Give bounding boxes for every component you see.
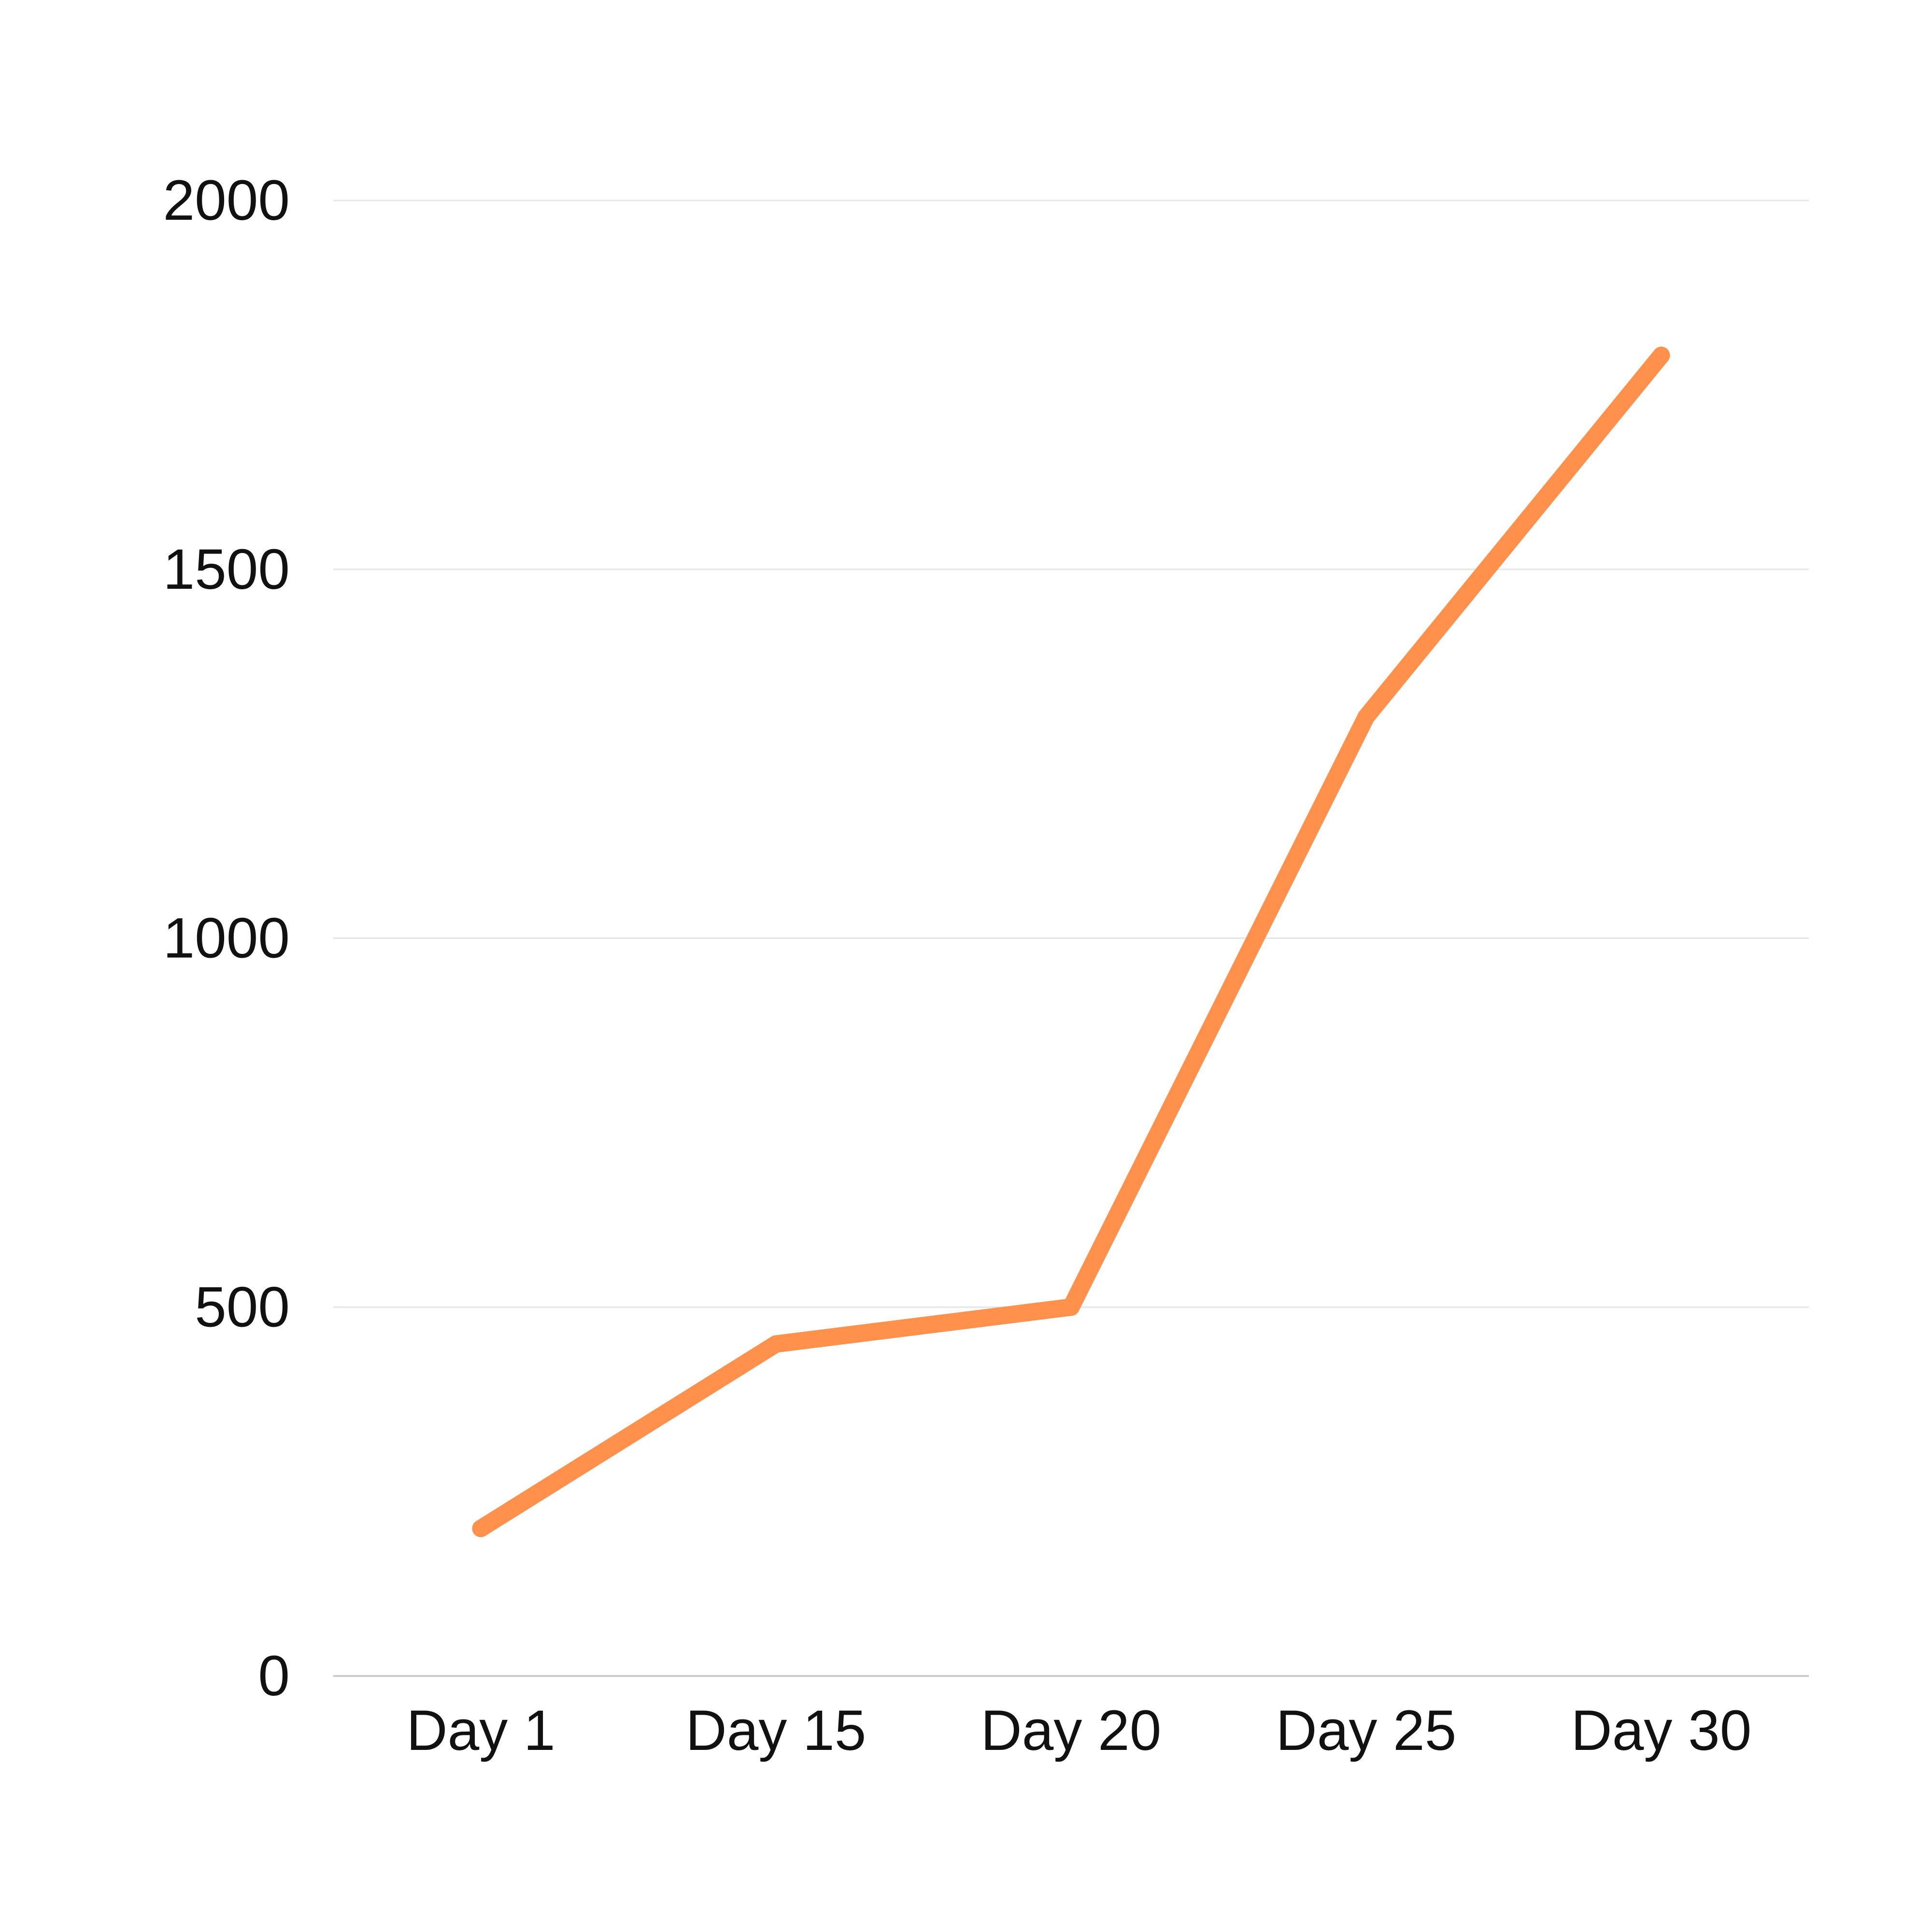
y-tick-label-1500: 1500 bbox=[163, 538, 290, 601]
y-tick-label-1000: 1000 bbox=[163, 907, 290, 970]
data-point-5 bbox=[1652, 346, 1670, 364]
y-tick-label-500: 500 bbox=[195, 1275, 290, 1339]
x-tick-label-2: Day 15 bbox=[686, 1699, 867, 1762]
y-axis-tick-labels: 0 500 1000 1500 2000 bbox=[163, 169, 290, 1708]
series-line-1 bbox=[472, 346, 1670, 1537]
x-tick-label-1: Day 1 bbox=[406, 1699, 555, 1762]
x-tick-label-5: Day 30 bbox=[1571, 1699, 1752, 1762]
data-point-2 bbox=[767, 1335, 785, 1353]
gridlines bbox=[333, 199, 1809, 1677]
data-point-1 bbox=[472, 1520, 490, 1537]
y-tick-label-0: 0 bbox=[258, 1644, 290, 1708]
x-tick-label-4: Day 25 bbox=[1276, 1699, 1457, 1762]
x-tick-label-3: Day 20 bbox=[981, 1699, 1162, 1762]
series-layer bbox=[472, 346, 1670, 1537]
x-axis-tick-labels: Day 1 Day 15 Day 20 Day 25 Day 30 bbox=[406, 1699, 1751, 1762]
data-point-4 bbox=[1357, 708, 1375, 726]
y-tick-label-2000: 2000 bbox=[163, 169, 290, 232]
data-point-3 bbox=[1062, 1298, 1080, 1316]
